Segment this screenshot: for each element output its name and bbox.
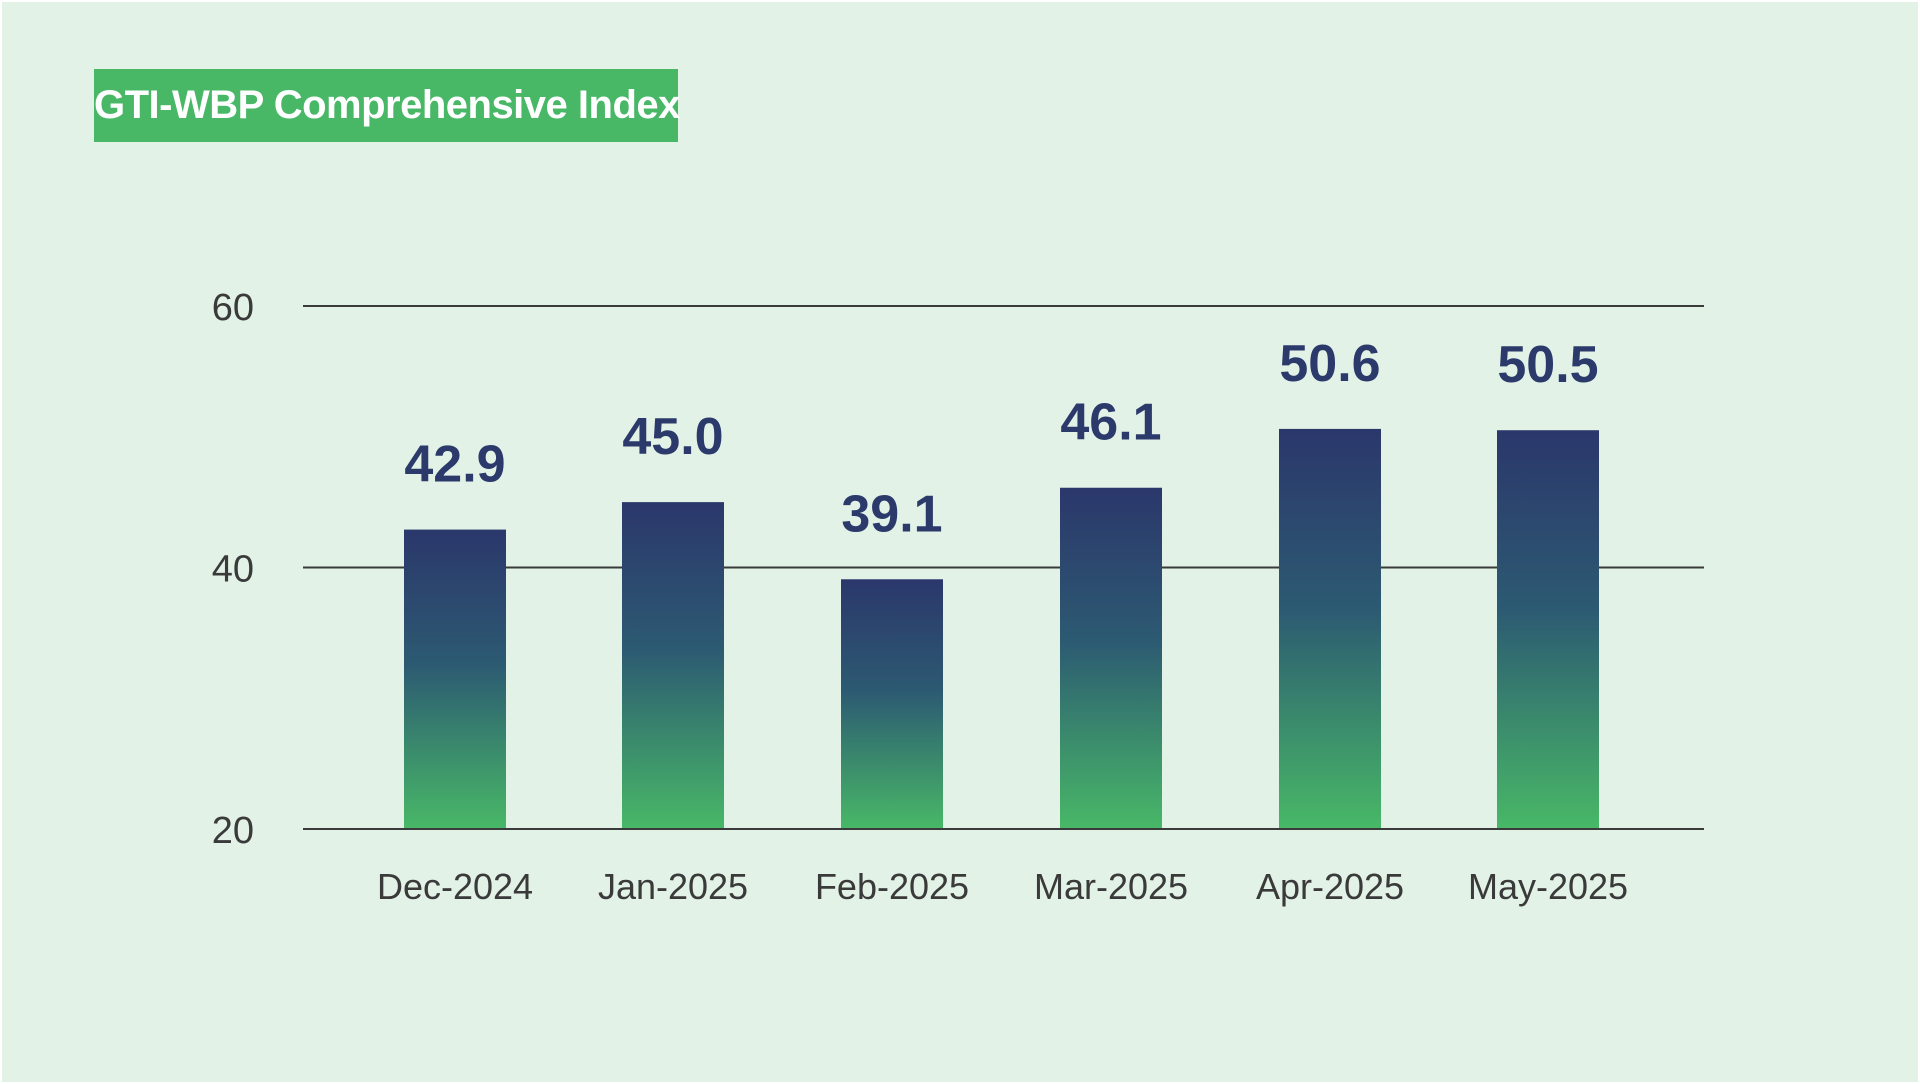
data-label: 39.1 [841,485,942,543]
x-tick-label: Feb-2025 [815,866,969,907]
data-label: 50.6 [1279,335,1380,393]
data-label: 46.1 [1060,394,1161,452]
x-tick-label: May-2025 [1468,866,1628,907]
data-label: 50.5 [1497,336,1598,394]
y-tick-label: 60 [212,287,254,329]
bar-may-2025 [1497,430,1599,829]
data-labels: 42.9 45.0 39.1 46.1 50.6 50.5 [404,335,1598,543]
bar-jan-2025 [622,502,724,829]
y-tick-label: 40 [212,549,254,591]
y-tick-label: 20 [212,810,254,852]
data-label: 45.0 [622,408,723,466]
y-axis-ticks: 20 40 60 [212,287,254,852]
x-axis-ticks: Dec-2024 Jan-2025 Feb-2025 Mar-2025 Apr-2025… [377,866,1628,907]
chart-title: GTI-WBP Comprehensive Index [94,69,680,142]
x-tick-label: Dec-2024 [377,866,533,907]
bar-apr-2025 [1279,428,1381,829]
bars [303,428,1704,830]
gridlines [303,305,1704,830]
data-label: 42.9 [404,436,505,494]
bar-feb-2025 [841,579,943,829]
x-tick-label: Mar-2025 [1034,866,1188,907]
bar-dec-2024 [404,529,506,829]
bar-mar-2025 [1060,487,1162,829]
x-tick-label: Jan-2025 [598,866,748,907]
x-tick-label: Apr-2025 [1256,866,1404,907]
